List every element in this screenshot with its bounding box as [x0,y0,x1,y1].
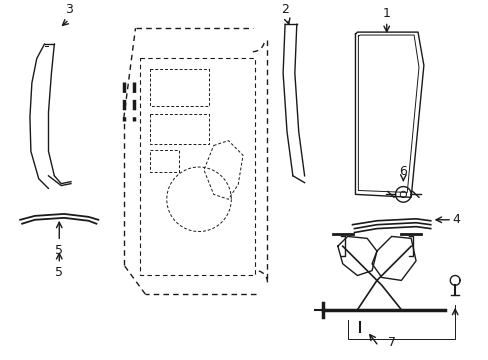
Text: 5: 5 [55,244,63,257]
Text: 6: 6 [399,165,407,178]
Text: 2: 2 [281,4,288,17]
Text: 5: 5 [55,266,63,279]
Text: 7: 7 [387,336,395,349]
Text: 3: 3 [65,4,73,17]
Text: 1: 1 [382,7,390,21]
Text: 4: 4 [451,213,459,226]
